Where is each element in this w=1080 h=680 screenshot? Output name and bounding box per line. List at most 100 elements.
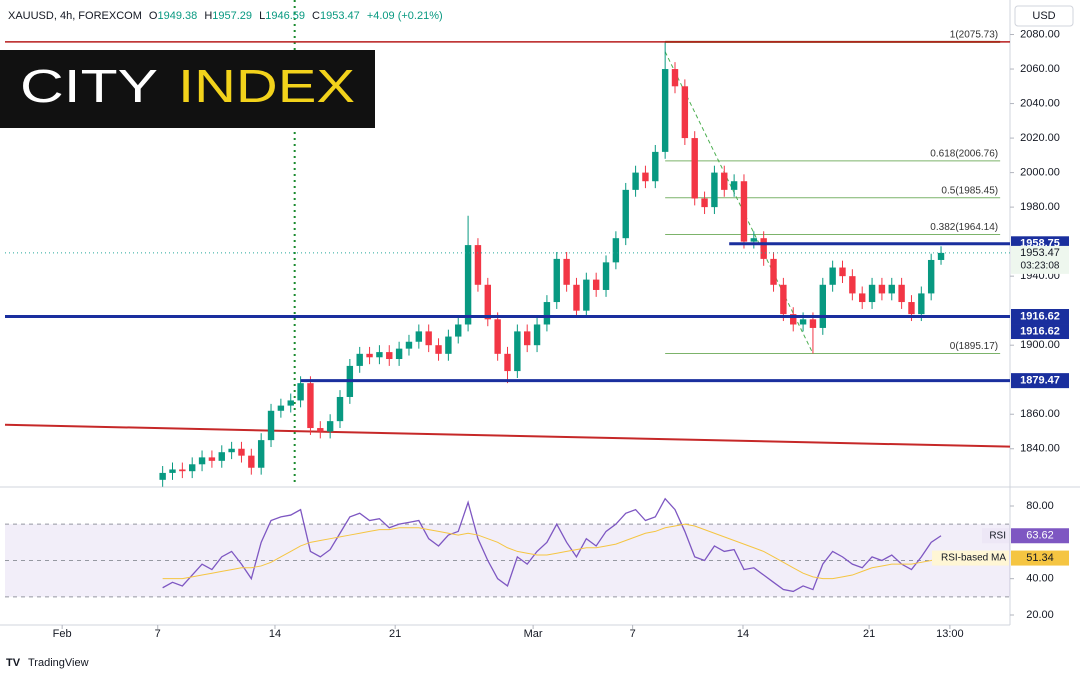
- y-tick-label: 1840.00: [1020, 443, 1060, 455]
- candle-body: [445, 336, 452, 354]
- candle-body: [770, 258, 777, 285]
- open-value: 1949.38: [157, 10, 197, 22]
- fib-label: 0.382(1964.14): [930, 222, 998, 233]
- candle-body: [287, 400, 294, 406]
- candle-body: [317, 428, 324, 432]
- x-tick-label: 13:00: [936, 628, 964, 640]
- candle-body: [169, 469, 176, 473]
- high-label: H: [204, 10, 212, 22]
- candle-body: [829, 267, 836, 285]
- candle-body: [809, 319, 817, 328]
- series-name-box: [982, 528, 1009, 544]
- fib-label: 0.618(2006.76): [930, 149, 998, 160]
- candle-body: [435, 345, 442, 354]
- candle-body: [642, 172, 649, 182]
- y-tick-label: 2080.00: [1020, 28, 1060, 40]
- symbol-header: XAUUSD, 4h, FOREXCOM O1949.38 H1957.29 L…: [8, 10, 443, 22]
- candle-body: [386, 352, 393, 360]
- candle-body: [198, 457, 206, 465]
- candle-body: [927, 259, 935, 294]
- y-tick-label: 1980.00: [1020, 201, 1060, 213]
- y-tick-label: 2020.00: [1020, 132, 1060, 144]
- logo-box: [0, 50, 375, 128]
- currency[interactable]: USD: [1032, 10, 1055, 22]
- candle-body: [425, 331, 432, 346]
- candle-body: [612, 238, 620, 263]
- candle-body: [602, 262, 610, 290]
- series-name-box: [932, 550, 1009, 566]
- candle-body: [218, 452, 225, 461]
- candle-body: [819, 284, 826, 328]
- candle-body: [366, 353, 373, 358]
- price-tag-label: 1879.47: [1020, 375, 1060, 387]
- candle-body: [395, 348, 403, 360]
- candle-body: [208, 457, 216, 461]
- x-tick-label: 14: [269, 628, 281, 640]
- fib-label: 0(1895.17): [950, 341, 998, 352]
- logo-word-2: INDEX: [178, 60, 355, 112]
- price-tag: [1011, 373, 1069, 389]
- candle-body: [573, 284, 580, 311]
- candle-body: [524, 331, 531, 346]
- x-tick-label: Mar: [524, 628, 543, 640]
- symbol: XAUUSD, 4h, FOREXCOM: [8, 10, 142, 22]
- candle-body: [868, 284, 876, 303]
- close-label: C: [312, 10, 320, 22]
- last-price-tag: [1011, 245, 1069, 274]
- low-label: L: [259, 10, 265, 22]
- currency-box[interactable]: [1014, 5, 1074, 27]
- x-tick-label: 14: [737, 628, 749, 640]
- price-tag: [1011, 324, 1069, 340]
- price-tag-label: 1916.62: [1020, 325, 1060, 337]
- x-tick-label: Feb: [53, 628, 72, 640]
- candle-body: [494, 319, 501, 354]
- series-tag-value: 63.62: [1026, 530, 1054, 542]
- x-tick-label: 21: [389, 628, 401, 640]
- candle-body: [711, 172, 718, 208]
- candle-body: [553, 258, 560, 303]
- candle-body: [455, 324, 462, 337]
- candle-body: [740, 181, 748, 242]
- series-tag-box: [1011, 550, 1069, 566]
- footer-brand[interactable]: TradingView: [28, 657, 89, 669]
- candle-body: [484, 284, 491, 320]
- candle-body: [622, 189, 629, 239]
- y-tick-label: 2000.00: [1020, 167, 1060, 179]
- candle-body: [839, 267, 846, 277]
- candle-body: [592, 279, 600, 290]
- candle-body: [652, 151, 659, 182]
- rsi-line: [162, 523, 942, 580]
- series-name: RSI-based MA: [941, 553, 1006, 564]
- candle-body: [257, 440, 265, 468]
- candle-body: [248, 455, 255, 468]
- candle-body: [632, 172, 639, 190]
- y-tick-label: 1860.00: [1020, 408, 1060, 420]
- candle-body: [356, 353, 363, 366]
- candle-body: [563, 258, 570, 285]
- candle-body: [267, 410, 275, 441]
- candle-body: [514, 331, 521, 372]
- candle-body: [336, 396, 344, 422]
- candle-body: [701, 198, 708, 208]
- series-tag-box: [1011, 528, 1069, 544]
- y-tick-label: 1900.00: [1020, 339, 1060, 351]
- low-value: 1946.59: [265, 10, 305, 22]
- candle-body: [159, 472, 166, 480]
- plot-layer: 2080.00 2060.00 2040.00 2020.00 2000.00 1980.…: [4, 0, 1069, 640]
- candle-body: [799, 319, 807, 325]
- open-label: O: [149, 10, 158, 22]
- candle-body: [415, 331, 423, 342]
- x-tick-label: 21: [863, 628, 875, 640]
- candle-body: [307, 383, 314, 429]
- candle-body: [691, 138, 698, 199]
- candle-body: [464, 245, 472, 325]
- price-tag: [1011, 309, 1069, 325]
- candle-body: [277, 405, 285, 411]
- high-value: 1957.29: [212, 10, 252, 22]
- x-tick-label: 7: [630, 628, 636, 640]
- candle-body: [898, 284, 905, 303]
- candle-body: [297, 383, 304, 401]
- y-tick-label: 2040.00: [1020, 97, 1060, 109]
- x-tick-label: 7: [155, 628, 161, 640]
